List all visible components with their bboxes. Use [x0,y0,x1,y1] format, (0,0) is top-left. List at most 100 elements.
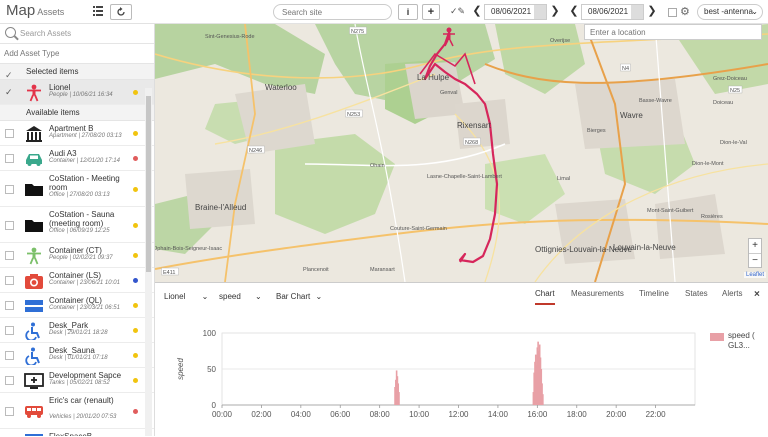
toggle-checkbox[interactable] [668,8,677,17]
x-tick-label: 14:00 [488,410,509,419]
x-tick-label: 06:00 [330,410,351,419]
folder-icon [24,216,44,234]
item-meta: Office | 06/09/19 12:25 [49,228,110,234]
info-button[interactable]: i [398,4,418,20]
monitor-icon [24,372,44,390]
list-item[interactable]: CoStation - Sauna (meeting room) Office |… [0,207,154,243]
list-item[interactable]: Container (QL) Container | 23/03/21 06:51 [0,293,154,318]
list-item[interactable]: Apartment B Apartment | 27/08/20 03:13 [0,121,154,146]
item-checkbox[interactable] [5,251,14,260]
road-shield [728,85,743,94]
chevron-down-icon: ⌄ [751,7,758,16]
speed-bar[interactable] [398,392,400,405]
date-to-field[interactable]: 08/06/2021 [581,4,644,20]
room-icon [24,433,44,436]
chart-type-select[interactable]: Bar Chart ⌄ [276,292,322,301]
list-item[interactable]: Container (LS) Container | 23/06/21 10:01 [0,268,154,293]
search-site-input[interactable] [273,4,392,20]
scrollbar-thumb[interactable] [146,96,151,272]
gear-icon[interactable]: ⚙ [680,6,690,18]
item-checkbox[interactable] [5,376,14,385]
asset-list[interactable]: ✓ Selected items ✓ Lionel People | 10/06/21… [0,64,154,436]
list-item[interactable]: Audi A3 Container | 12/01/20 17:14 [0,146,154,171]
antenna-select[interactable]: best -antenna ⌄ [697,4,763,20]
date-next-button-2[interactable]: ❯ [647,4,657,20]
tab-alerts-label: Alerts [722,289,743,298]
list-item[interactable]: Eric's car (renault) Vehicles | 20/01/20 … [0,393,154,429]
list-view-icon[interactable] [93,6,103,16]
item-checkbox[interactable] [5,326,14,335]
item-checkbox[interactable] [5,351,14,360]
legend-label[interactable]: speed ( GL3... [728,331,755,350]
list-item[interactable]: Development Sapce Tanks | 05/02/21 08:52 [0,368,154,393]
asset-search-input[interactable]: Search Assets [20,29,72,38]
item-name: Desk_Park [49,321,89,330]
item-checkbox[interactable] [5,154,14,163]
item-checkbox[interactable] [5,406,14,416]
check-link-icon[interactable]: ✓✎ [450,6,466,16]
map-canvas[interactable]: Sint-Genesius-Rode Waterloo Braine-l'Alleu… [155,24,768,282]
status-dot [133,156,138,161]
calendar-icon-2[interactable] [631,5,643,19]
map-label: Rixensart [457,121,492,130]
map-view[interactable]: Sint-Genesius-Rode Waterloo Braine-l'Alleu… [155,24,768,282]
date-from-field[interactable]: 08/06/2021 [484,4,547,20]
map-attribution[interactable]: Leaflet [744,272,767,278]
item-checkbox[interactable] [5,129,14,138]
item-name: Eric's car (renault) [49,396,114,405]
list-item[interactable]: FlexSpaceBRoom | 05/02/21 08:52 [0,429,154,436]
item-meta: Desk | 29/01/21 18:28 [49,330,108,336]
add-button[interactable]: + [422,4,440,20]
speed-bar[interactable] [542,394,544,405]
date-prev-button[interactable]: ❮ [472,4,482,20]
list-item[interactable]: Desk_Sauna Desk | 01/01/21 07:18 [0,343,154,368]
date-to-value: 08/06/2021 [588,7,629,16]
asset-select[interactable]: Lionel ⌄ [164,292,208,301]
metric-select[interactable]: speed ⌄ [219,292,262,301]
date-next-button[interactable]: ❯ [550,4,560,20]
tab-alerts[interactable]: Alerts [722,289,742,303]
map-label: Sint-Genesius-Rode [205,34,255,40]
refresh-button[interactable] [110,4,132,20]
map-label: Louvain-la-Neuve [613,243,676,252]
item-meta: Container | 23/03/21 06:51 [49,305,120,311]
item-checkbox[interactable]: ✓ [5,87,13,97]
item-name: Container (QL) [49,296,102,305]
list-item[interactable]: ✓ Lionel People | 10/06/21 16:34 [0,80,154,105]
sidebar-scrollbar[interactable] [145,88,152,436]
road-shield [247,145,265,154]
date-prev-button-2[interactable]: ❮ [569,4,579,20]
asset-search[interactable]: Search Assets [0,24,154,44]
tab-chart-label: Chart [535,289,555,298]
zoom-out-button[interactable]: − [749,253,761,268]
legend-swatch[interactable] [710,333,724,341]
status-dot [133,353,138,358]
camera-icon [24,272,44,290]
item-checkbox[interactable] [5,184,14,194]
item-checkbox[interactable] [5,301,14,310]
y-tick-label: 100 [203,329,217,338]
list-item[interactable]: Desk_Park Desk | 29/01/21 18:28 [0,318,154,343]
item-meta: Vehicles | 20/01/20 07:53 [49,414,117,420]
app-title-main: Map [6,2,36,19]
tab-states[interactable]: States [685,289,708,303]
check-icon[interactable]: ✓ [5,70,13,80]
chevron-down-icon: ⌄ [255,292,262,301]
add-asset-type[interactable]: Add Asset Type [0,44,154,64]
calendar-icon[interactable] [534,5,546,19]
tab-timeline[interactable]: Timeline [639,289,669,303]
map-label: Bierges [587,128,606,134]
tab-chart[interactable]: Chart [535,289,555,305]
close-icon[interactable]: × [754,289,760,300]
person-marker-icon[interactable] [443,27,455,47]
tab-measurements[interactable]: Measurements [571,289,624,303]
zoom-in-button[interactable]: + [752,240,758,251]
list-item[interactable]: CoStation - Meeting room Office | 27/08/2… [0,171,154,207]
item-name: FlexSpaceB [49,432,133,436]
item-checkbox[interactable] [5,220,14,230]
item-checkbox[interactable] [5,276,14,285]
list-item[interactable]: Container (CT) People | 02/02/21 09:37 [0,243,154,268]
location-input[interactable] [584,24,762,40]
map-label: Doiceau [713,100,733,106]
